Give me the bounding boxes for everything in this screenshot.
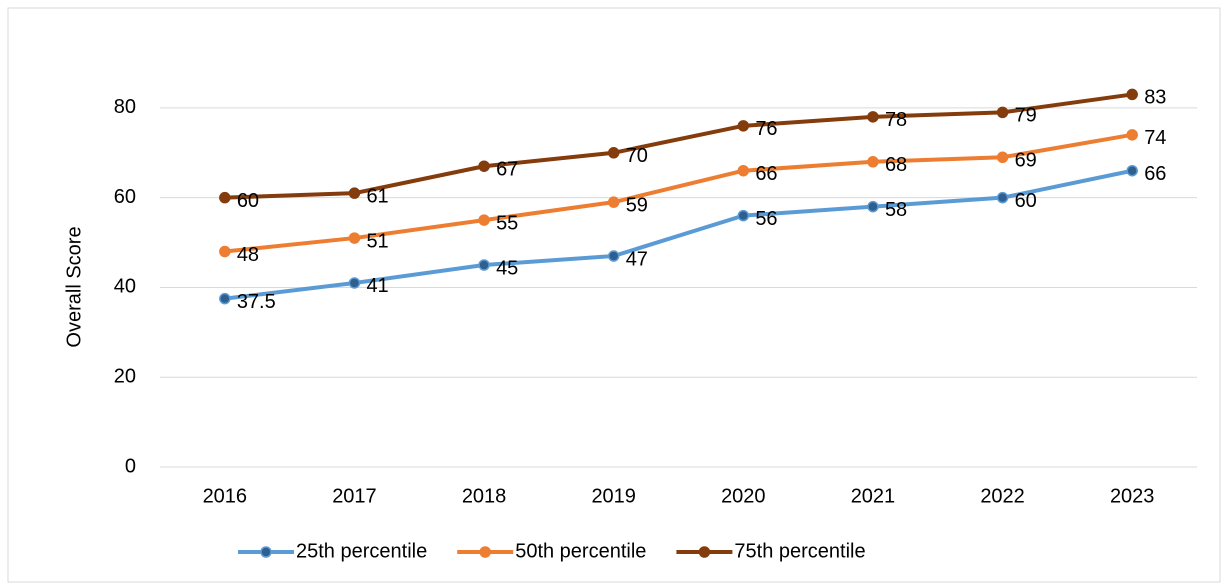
data-label: 69 [1015, 150, 1037, 172]
marker [737, 209, 750, 222]
marker [348, 187, 361, 199]
y-tick-label: 20 [114, 366, 136, 388]
marker [607, 196, 620, 208]
data-label: 47 [626, 248, 648, 270]
marker [219, 292, 231, 305]
data-label: 68 [885, 154, 907, 176]
data-label: 45 [496, 257, 518, 279]
marker [867, 156, 879, 168]
x-tick-label: 2022 [980, 485, 1025, 507]
marker [607, 147, 620, 159]
series-line [224, 168, 1133, 301]
legend-label: 75th percentile [734, 540, 865, 562]
y-axis-title: Overall Score [63, 226, 85, 347]
data-label: 41 [366, 275, 388, 297]
marker [996, 151, 1009, 164]
x-tick-label: 2020 [721, 485, 766, 507]
marker [607, 250, 620, 262]
series-line [224, 92, 1133, 200]
x-tick-label: 2017 [332, 485, 377, 507]
data-label: 55 [496, 212, 518, 234]
data-label: 51 [366, 230, 388, 252]
y-tick-label: 0 [125, 455, 136, 477]
marker [1126, 164, 1138, 177]
data-label: 56 [755, 208, 777, 230]
data-label: 48 [237, 244, 259, 266]
y-tick-label: 60 [114, 186, 136, 208]
marker [737, 120, 750, 132]
data-label: 70 [626, 145, 648, 167]
marker [478, 259, 490, 271]
marker [867, 111, 879, 123]
marker [1126, 88, 1138, 101]
data-label: 66 [1144, 163, 1166, 185]
x-tick-label: 2023 [1110, 485, 1155, 507]
legend-marker [260, 546, 272, 558]
data-label: 67 [496, 159, 518, 181]
data-label: 66 [755, 163, 777, 185]
data-label: 58 [885, 199, 907, 221]
marker [219, 245, 231, 258]
data-label: 60 [237, 190, 259, 212]
x-tick-label: 2021 [851, 485, 896, 507]
data-label: 74 [1144, 127, 1166, 149]
marker [348, 232, 361, 244]
data-label: 79 [1015, 105, 1037, 127]
legend-marker [479, 546, 491, 558]
legend-marker [698, 546, 711, 558]
data-label: 61 [366, 185, 388, 207]
y-tick-label: 80 [114, 96, 136, 118]
marker [1126, 129, 1138, 141]
x-tick-label: 2016 [203, 485, 248, 507]
data-label: 76 [755, 118, 777, 140]
marker [478, 214, 490, 226]
data-label: 78 [885, 109, 907, 131]
marker [867, 200, 879, 213]
legend-label: 50th percentile [515, 540, 646, 562]
data-label: 37.5 [237, 291, 276, 313]
x-tick-label: 2019 [591, 485, 636, 507]
marker [996, 106, 1009, 119]
marker [348, 277, 361, 289]
marker [996, 191, 1009, 204]
y-tick-label: 40 [114, 276, 136, 298]
data-label: 83 [1144, 87, 1166, 109]
data-label: 59 [626, 194, 648, 216]
data-label: 60 [1015, 190, 1037, 212]
marker [478, 160, 490, 172]
x-tick-label: 2018 [462, 485, 507, 507]
marker [737, 164, 750, 177]
marker [219, 191, 231, 204]
series-line [224, 132, 1133, 254]
legend-label: 25th percentile [296, 540, 427, 562]
chart-border [7, 7, 1221, 583]
